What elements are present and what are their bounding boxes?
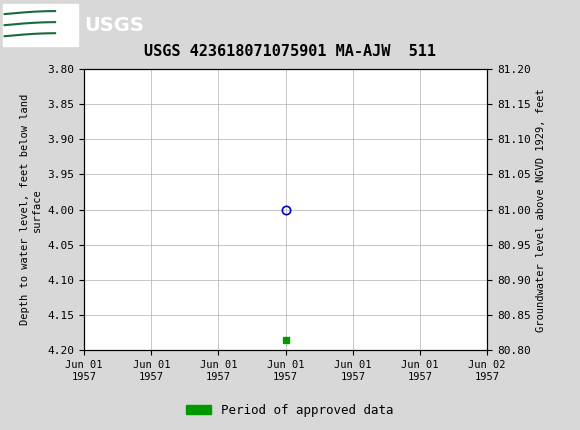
FancyBboxPatch shape <box>3 4 78 46</box>
Legend: Period of approved data: Period of approved data <box>181 399 399 421</box>
Y-axis label: Depth to water level, feet below land
surface: Depth to water level, feet below land su… <box>20 94 42 325</box>
Y-axis label: Groundwater level above NGVD 1929, feet: Groundwater level above NGVD 1929, feet <box>536 88 546 332</box>
Text: USGS 423618071075901 MA-AJW  511: USGS 423618071075901 MA-AJW 511 <box>144 44 436 59</box>
Text: USGS: USGS <box>84 15 144 35</box>
